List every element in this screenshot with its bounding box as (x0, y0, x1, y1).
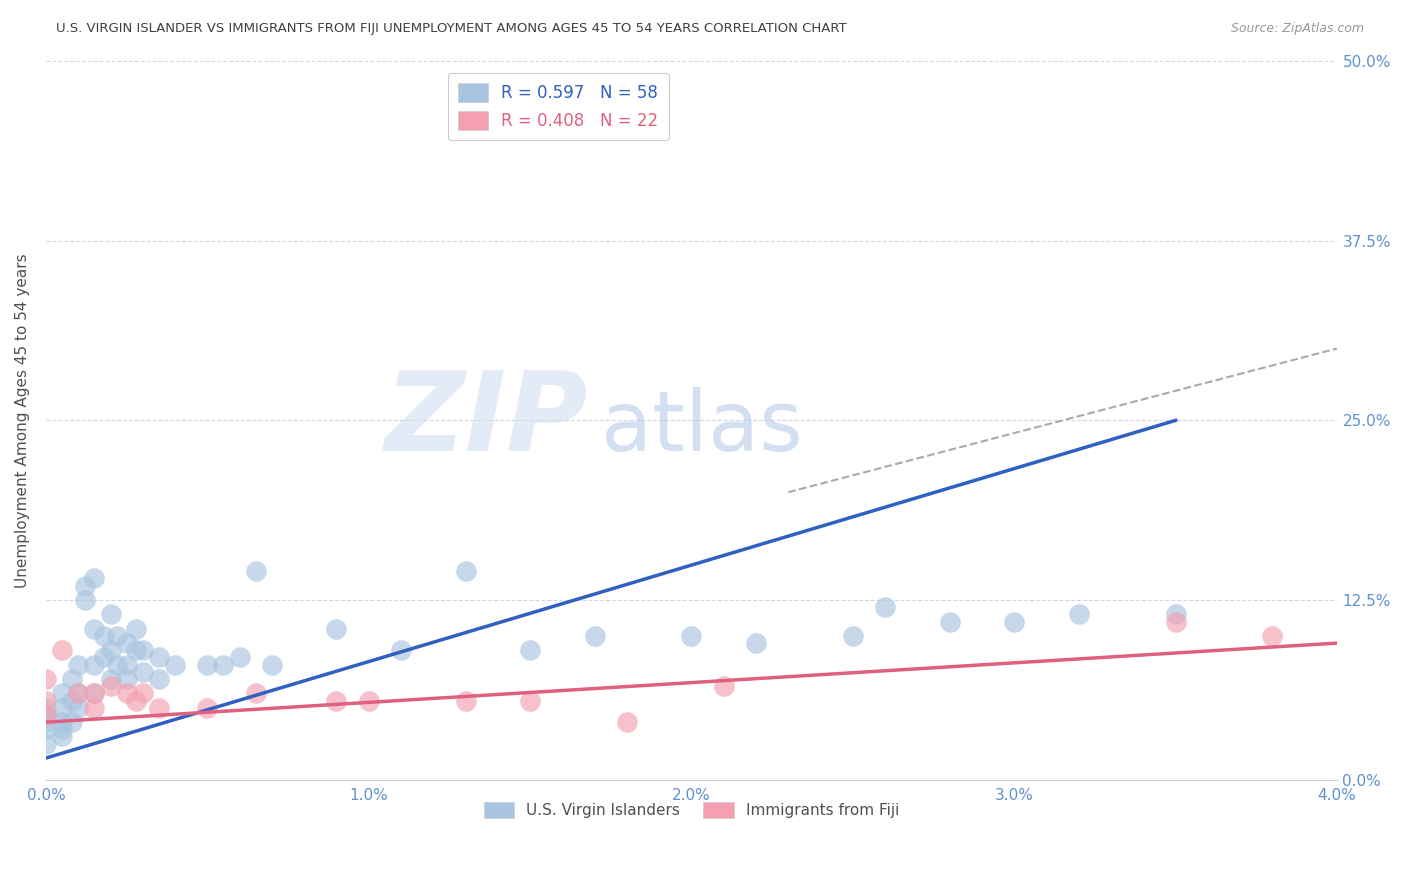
Point (713, 679, 735, 693)
Point (83, 686, 105, 700)
Point (245, 686, 267, 700)
Point (195, 700, 218, 714)
Point (105, 629, 128, 643)
Point (519, 643, 541, 657)
Y-axis label: Unemployment Among Ages 45 to 54 years: Unemployment Among Ages 45 to 54 years (15, 253, 30, 588)
Point (60, 715, 83, 730)
Point (583, 629, 606, 643)
Point (115, 657, 138, 672)
Point (132, 665, 155, 679)
Point (1261, 629, 1284, 643)
Point (875, 600, 897, 615)
Point (454, 564, 477, 578)
Point (100, 679, 122, 693)
Point (745, 636, 768, 650)
Point (35, 700, 58, 714)
Point (60, 693, 83, 707)
Point (93, 650, 115, 665)
Point (115, 636, 138, 650)
Point (115, 686, 138, 700)
Point (1002, 615, 1025, 629)
Point (67, 686, 90, 700)
Point (35, 708, 58, 723)
Point (1067, 607, 1090, 622)
Point (51, 700, 73, 714)
Point (67, 686, 90, 700)
Point (51, 715, 73, 730)
Point (35, 672, 58, 686)
Point (83, 686, 105, 700)
Point (125, 693, 148, 707)
Point (51, 730, 73, 744)
Point (1164, 607, 1187, 622)
Point (1164, 615, 1187, 629)
Point (195, 657, 218, 672)
Point (454, 693, 477, 707)
Text: ZIP: ZIP (385, 367, 588, 474)
Point (842, 629, 865, 643)
Point (125, 643, 148, 657)
Point (83, 571, 105, 585)
Point (245, 564, 267, 578)
Point (60, 672, 83, 686)
Text: Source: ZipAtlas.com: Source: ZipAtlas.com (1230, 22, 1364, 36)
Point (73, 579, 96, 593)
Point (132, 686, 155, 700)
Point (125, 622, 148, 636)
Point (148, 650, 170, 665)
Point (51, 723, 73, 737)
Point (83, 700, 105, 714)
Point (519, 693, 541, 707)
Point (83, 622, 105, 636)
Point (105, 657, 128, 672)
Point (83, 657, 105, 672)
Point (100, 643, 122, 657)
Point (35, 693, 58, 707)
Point (100, 607, 122, 622)
Point (67, 700, 90, 714)
Point (115, 672, 138, 686)
Point (148, 700, 170, 714)
Point (132, 643, 155, 657)
Point (165, 657, 187, 672)
Point (938, 615, 960, 629)
Point (35, 737, 58, 751)
Point (35, 708, 58, 723)
Point (67, 657, 90, 672)
Point (389, 643, 412, 657)
Point (51, 643, 73, 657)
Point (260, 657, 283, 672)
Legend: U.S. Virgin Islanders, Immigrants from Fiji: U.S. Virgin Islanders, Immigrants from F… (477, 795, 907, 826)
Text: U.S. VIRGIN ISLANDER VS IMMIGRANTS FROM FIJI UNEMPLOYMENT AMONG AGES 45 TO 54 YE: U.S. VIRGIN ISLANDER VS IMMIGRANTS FROM … (56, 22, 846, 36)
Point (73, 593, 96, 607)
Point (681, 629, 703, 643)
Point (100, 672, 122, 686)
Point (148, 672, 170, 686)
Point (228, 650, 250, 665)
Text: atlas: atlas (602, 387, 803, 468)
Point (35, 715, 58, 730)
Point (325, 693, 347, 707)
Point (212, 657, 235, 672)
Point (35, 723, 58, 737)
Point (357, 693, 380, 707)
Point (616, 715, 638, 730)
Point (325, 622, 347, 636)
Point (51, 686, 73, 700)
Point (93, 629, 115, 643)
